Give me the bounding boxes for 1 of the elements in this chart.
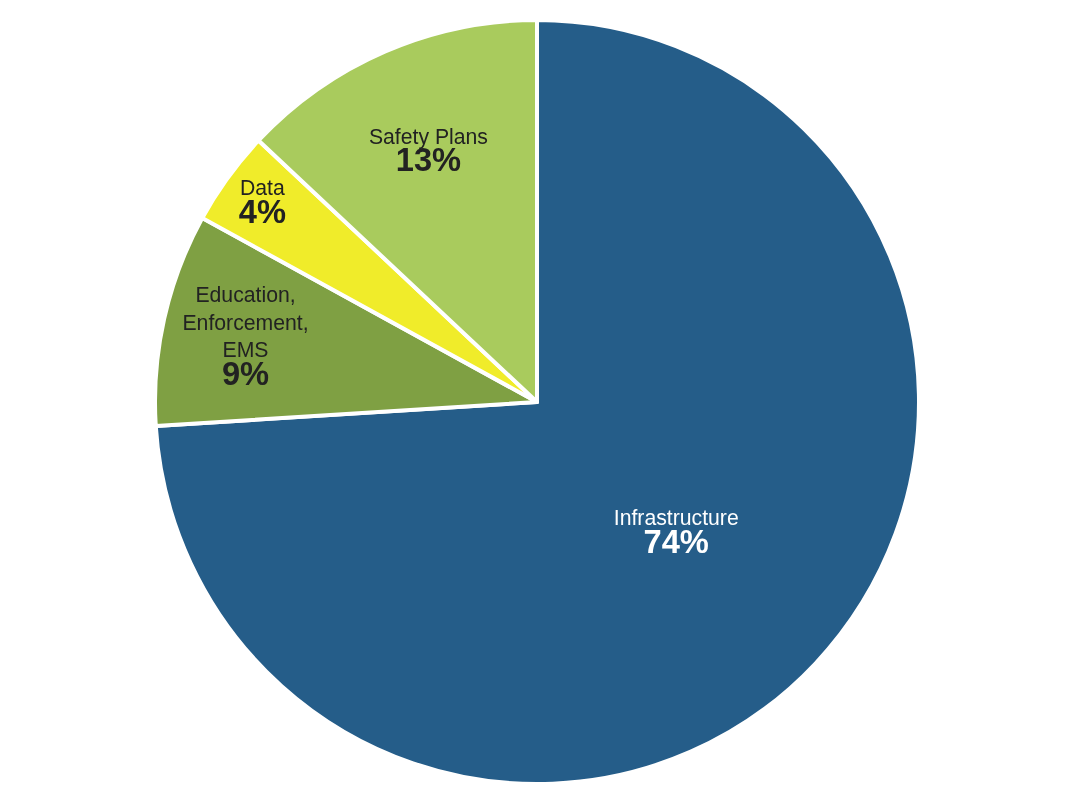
slice-label: Infrastructure <box>613 506 739 530</box>
